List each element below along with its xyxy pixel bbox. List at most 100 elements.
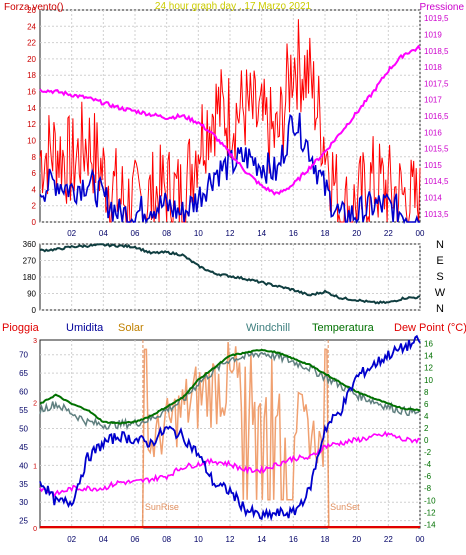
sun-marker-label: SunRise: [145, 502, 179, 512]
x-tick: 18: [321, 535, 330, 544]
y-tick-humidity: 45: [19, 443, 28, 452]
x-tick: 14: [257, 535, 266, 544]
y-tick-wind: 8: [32, 153, 37, 162]
y-tick-rain: 2: [33, 401, 37, 408]
sun-marker-label: SunSet: [330, 502, 360, 512]
pressure-axis-label: Pressione: [420, 2, 465, 13]
y-tick-direction: 180: [23, 273, 37, 282]
y-tick-temperature: 0: [424, 436, 429, 445]
x-tick: 22: [384, 535, 393, 544]
y-tick-wind: 16: [27, 88, 36, 97]
compass-label: W: [435, 287, 446, 299]
y-tick-wind: 4: [32, 185, 37, 194]
y-tick-temperature: -8: [424, 484, 432, 493]
series-windchill: [39, 351, 421, 431]
y-tick-pressure: 1018,5: [424, 47, 449, 56]
y-tick-pressure: 1013,5: [424, 210, 449, 219]
compass-label: N: [436, 303, 444, 315]
y-tick-temperature: -12: [424, 508, 436, 517]
y-tick-humidity: 50: [19, 424, 28, 433]
y-tick-temperature: 6: [424, 400, 429, 409]
series-humidity: [39, 334, 421, 522]
y-tick-wind: 22: [27, 39, 36, 48]
x-tick: 16: [289, 535, 298, 544]
x-tick: 14: [257, 229, 266, 238]
x-tick: 00: [416, 229, 425, 238]
x-tick: 06: [131, 229, 140, 238]
x-tick: 18: [321, 229, 330, 238]
x-tick: 10: [194, 535, 203, 544]
x-tick: 20: [352, 229, 361, 238]
y-tick-wind: 10: [27, 136, 36, 145]
compass-label: S: [436, 271, 443, 283]
x-tick: 10: [194, 229, 203, 238]
y-tick-pressure: 1014,5: [424, 177, 449, 186]
legend-item: Umidita: [66, 322, 104, 334]
y-tick-temperature: 14: [424, 352, 433, 361]
x-tick: 02: [67, 229, 76, 238]
series-dew-point: [39, 430, 421, 498]
y-tick-humidity: 65: [19, 369, 28, 378]
series-temperature: [39, 348, 421, 425]
y-tick-humidity: 60: [19, 388, 28, 397]
y-tick-wind: 6: [32, 169, 37, 178]
y-tick-wind: 14: [27, 104, 36, 113]
y-tick-pressure: 1016: [424, 128, 442, 137]
y-tick-pressure: 1018: [424, 63, 442, 72]
y-tick-rain: 0: [33, 526, 37, 533]
y-tick-temperature: 12: [424, 364, 433, 373]
y-tick-rain: 1: [33, 463, 37, 470]
x-tick: 08: [162, 229, 171, 238]
y-tick-rain: 3: [33, 338, 37, 345]
compass-label: N: [436, 239, 444, 251]
y-tick-pressure: 1014: [424, 194, 442, 203]
y-tick-temperature: -4: [424, 460, 432, 469]
x-tick: 00: [416, 535, 425, 544]
y-tick-pressure: 1019,5: [424, 14, 449, 23]
y-tick-humidity: 70: [19, 351, 28, 360]
y-tick-humidity: 35: [19, 480, 28, 489]
y-tick-wind: 26: [27, 6, 36, 15]
wind-axis-label: Forza vento(): [4, 2, 63, 13]
y-tick-direction: 90: [27, 290, 36, 299]
y-tick-direction: 270: [23, 257, 37, 266]
y-tick-humidity: 40: [19, 461, 28, 470]
x-tick: 04: [99, 535, 108, 544]
y-tick-pressure: 1019: [424, 30, 442, 39]
x-tick: 08: [162, 535, 171, 544]
y-tick-temperature: -6: [424, 472, 432, 481]
y-tick-wind: 18: [27, 71, 36, 80]
series-wind-direction: [39, 242, 421, 305]
y-tick-temperature: 16: [424, 340, 433, 349]
y-tick-direction: 0: [32, 306, 37, 315]
y-tick-pressure: 1015,5: [424, 145, 449, 154]
y-tick-humidity: 25: [19, 517, 28, 526]
x-tick: 12: [226, 229, 235, 238]
y-tick-temperature: -2: [424, 448, 432, 457]
y-tick-wind: 2: [32, 202, 37, 211]
x-tick: 16: [289, 229, 298, 238]
y-tick-temperature: -10: [424, 496, 436, 505]
series-pressure: [39, 44, 421, 196]
y-tick-temperature: 10: [424, 376, 433, 385]
compass-label: E: [436, 255, 443, 267]
x-tick: 22: [384, 229, 393, 238]
y-tick-pressure: 1016,5: [424, 112, 449, 121]
y-tick-wind: 24: [27, 22, 36, 31]
y-tick-pressure: 1015: [424, 161, 442, 170]
legend-item: Dew Point (°C): [394, 322, 466, 334]
y-tick-wind: 20: [27, 55, 36, 64]
x-tick: 06: [131, 535, 140, 544]
y-tick-temperature: 8: [424, 388, 429, 397]
y-tick-temperature: 2: [424, 424, 429, 433]
x-tick: 12: [226, 535, 235, 544]
y-tick-pressure: 1017,5: [424, 79, 449, 88]
y-tick-humidity: 55: [19, 406, 28, 415]
x-tick: 20: [352, 535, 361, 544]
chart-title: 24 hour graph day , 17 Marzo 2021: [155, 1, 312, 12]
legend-item: Temperatura: [312, 322, 375, 334]
y-tick-pressure: 1017: [424, 96, 442, 105]
legend-item: Solar: [118, 322, 144, 334]
legend-item: Windchill: [246, 322, 290, 334]
